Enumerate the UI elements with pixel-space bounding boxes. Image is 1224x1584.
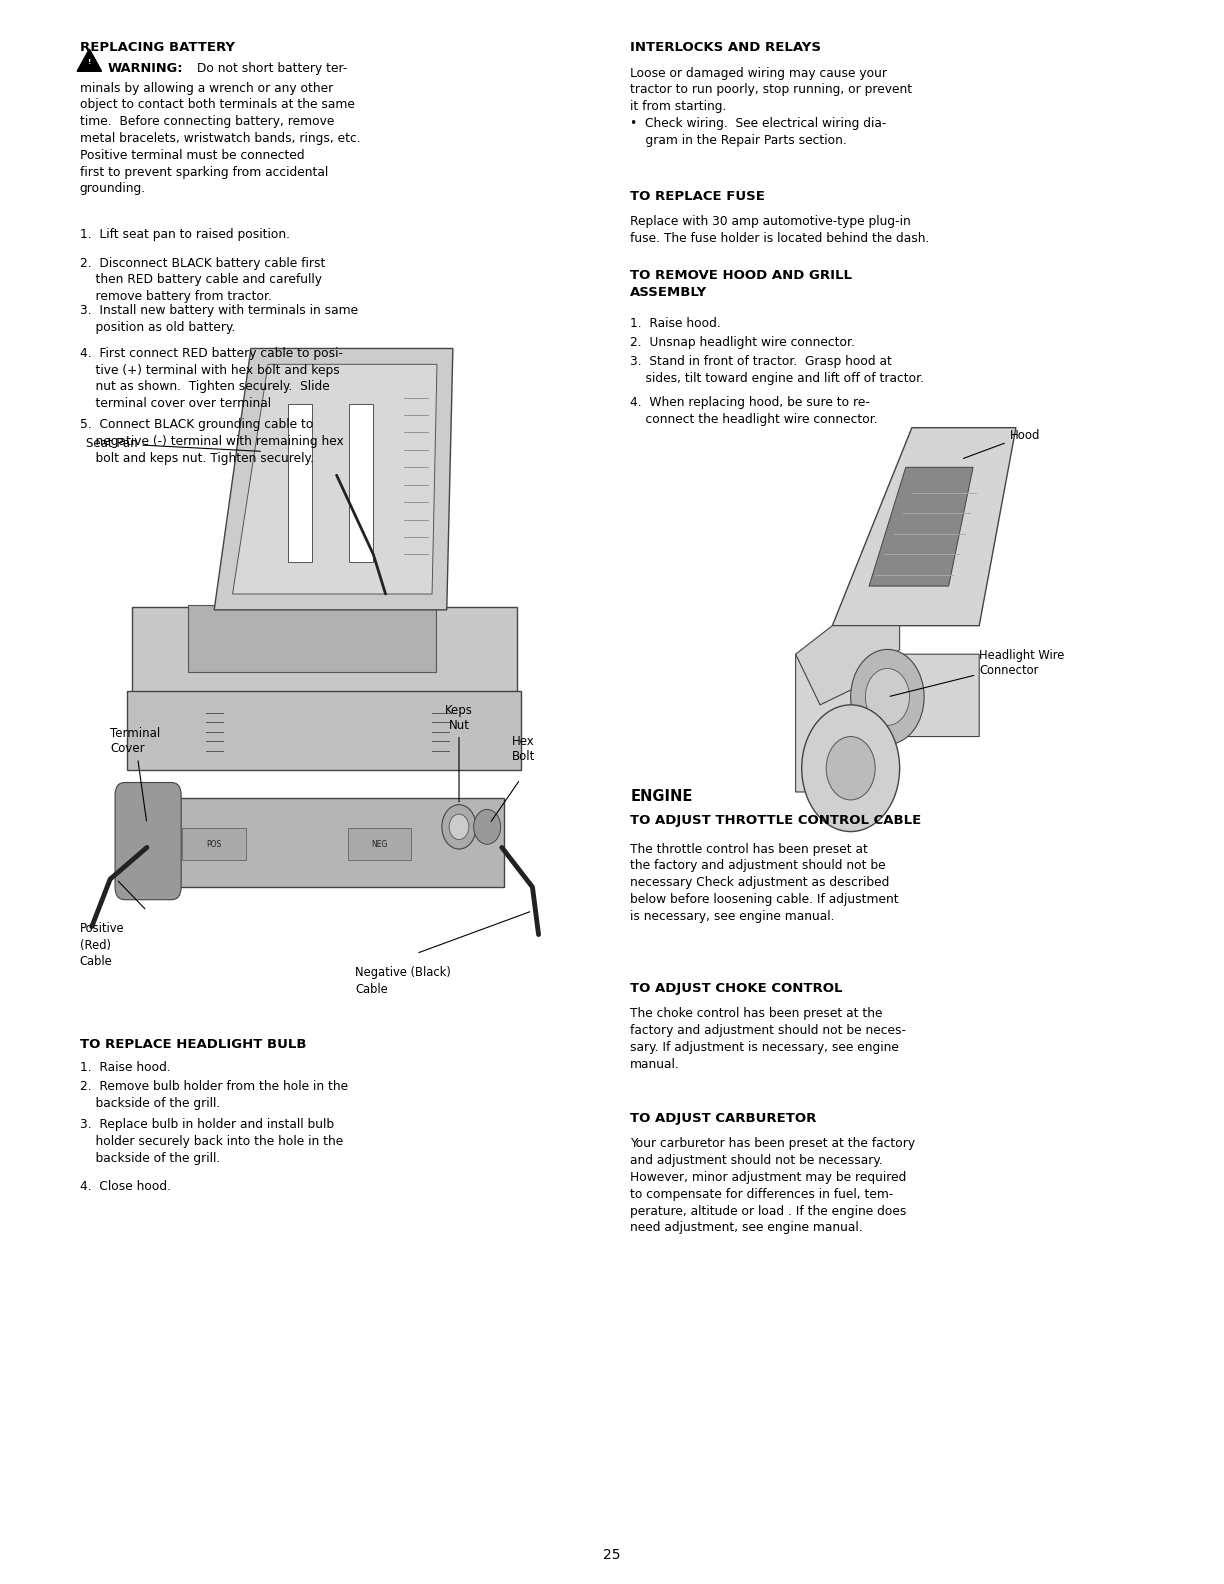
FancyBboxPatch shape [288, 404, 312, 562]
Text: Negative (Black)
Cable: Negative (Black) Cable [355, 966, 450, 996]
Text: 25: 25 [603, 1549, 621, 1562]
Circle shape [802, 705, 900, 832]
Text: TO REPLACE HEADLIGHT BULB: TO REPLACE HEADLIGHT BULB [80, 1038, 306, 1050]
Text: 1.  Raise hood.: 1. Raise hood. [630, 317, 721, 329]
Text: Keps
Nut: Keps Nut [446, 703, 472, 802]
FancyBboxPatch shape [188, 605, 436, 672]
Text: REPLACING BATTERY: REPLACING BATTERY [80, 41, 235, 54]
Text: 1.  Raise hood.: 1. Raise hood. [80, 1061, 170, 1074]
Text: 5.  Connect BLACK grounding cable to
    negative (-) terminal with remaining he: 5. Connect BLACK grounding cable to nega… [80, 418, 343, 464]
Circle shape [442, 805, 476, 849]
Text: The throttle control has been preset at
the factory and adjustment should not be: The throttle control has been preset at … [630, 843, 898, 923]
Text: Terminal
Cover: Terminal Cover [110, 727, 160, 821]
Text: 3.  Install new battery with terminals in same
    position as old battery.: 3. Install new battery with terminals in… [80, 304, 357, 334]
Text: TO REPLACE FUSE: TO REPLACE FUSE [630, 190, 765, 203]
Text: Do not short battery ter-: Do not short battery ter- [193, 62, 348, 74]
Text: POS: POS [207, 840, 222, 849]
Text: TO REMOVE HOOD AND GRILL
ASSEMBLY: TO REMOVE HOOD AND GRILL ASSEMBLY [630, 269, 852, 299]
Polygon shape [233, 364, 437, 594]
Text: TO ADJUST THROTTLE CONTROL CABLE: TO ADJUST THROTTLE CONTROL CABLE [630, 814, 922, 827]
Text: minals by allowing a wrench or any other
object to contact both terminals at the: minals by allowing a wrench or any other… [80, 81, 360, 195]
Text: 3.  Stand in front of tractor.  Grasp hood at
    sides, tilt toward engine and : 3. Stand in front of tractor. Grasp hood… [630, 355, 924, 385]
Text: Hood: Hood [963, 429, 1040, 458]
FancyBboxPatch shape [348, 828, 411, 860]
Text: INTERLOCKS AND RELAYS: INTERLOCKS AND RELAYS [630, 41, 821, 54]
Text: ENGINE: ENGINE [630, 789, 693, 803]
Text: Positive
(Red)
Cable: Positive (Red) Cable [80, 922, 124, 968]
Text: !: ! [88, 59, 91, 65]
Text: NEG: NEG [371, 840, 388, 849]
Text: TO ADJUST CARBURETOR: TO ADJUST CARBURETOR [630, 1112, 816, 1125]
Text: WARNING:: WARNING: [108, 62, 184, 74]
Polygon shape [214, 348, 453, 610]
FancyBboxPatch shape [182, 828, 246, 860]
FancyBboxPatch shape [132, 607, 517, 700]
Text: Seat Pan: Seat Pan [86, 437, 261, 451]
Text: Hex
Bolt: Hex Bolt [512, 735, 535, 763]
Text: 2.  Remove bulb holder from the hole in the
    backside of the grill.: 2. Remove bulb holder from the hole in t… [80, 1080, 348, 1110]
Text: Your carburetor has been preset at the factory
and adjustment should not be nece: Your carburetor has been preset at the f… [630, 1137, 916, 1234]
Polygon shape [869, 467, 973, 586]
Text: Loose or damaged wiring may cause your
tractor to run poorly, stop running, or p: Loose or damaged wiring may cause your t… [630, 67, 912, 147]
Circle shape [474, 809, 501, 844]
Circle shape [851, 649, 924, 744]
Text: 3.  Replace bulb in holder and install bulb
    holder securely back into the ho: 3. Replace bulb in holder and install bu… [80, 1118, 343, 1164]
Text: 2.  Unsnap headlight wire connector.: 2. Unsnap headlight wire connector. [630, 336, 856, 348]
FancyBboxPatch shape [144, 798, 504, 887]
FancyBboxPatch shape [127, 691, 521, 770]
Text: 4.  When replacing hood, be sure to re-
    connect the headlight wire connector: 4. When replacing hood, be sure to re- c… [630, 396, 878, 426]
Text: The choke control has been preset at the
factory and adjustment should not be ne: The choke control has been preset at the… [630, 1007, 906, 1071]
Polygon shape [77, 49, 102, 71]
Text: TO ADJUST CHOKE CONTROL: TO ADJUST CHOKE CONTROL [630, 982, 843, 995]
Text: 2.  Disconnect BLACK battery cable first
    then RED battery cable and carefull: 2. Disconnect BLACK battery cable first … [80, 257, 324, 303]
Text: Headlight Wire
Connector: Headlight Wire Connector [890, 649, 1065, 697]
FancyBboxPatch shape [349, 404, 373, 562]
Circle shape [865, 668, 909, 725]
Text: 4.  First connect RED battery cable to posi-
    tive (+) terminal with hex bolt: 4. First connect RED battery cable to po… [80, 347, 343, 410]
Text: 1.  Lift seat pan to raised position.: 1. Lift seat pan to raised position. [80, 228, 290, 241]
Polygon shape [832, 428, 1016, 626]
FancyBboxPatch shape [115, 782, 181, 900]
Text: Replace with 30 amp automotive-type plug-in
fuse. The fuse holder is located beh: Replace with 30 amp automotive-type plug… [630, 215, 930, 246]
Polygon shape [796, 654, 979, 792]
Text: 4.  Close hood.: 4. Close hood. [80, 1180, 170, 1193]
Circle shape [449, 814, 469, 840]
Circle shape [826, 737, 875, 800]
Polygon shape [796, 626, 900, 705]
